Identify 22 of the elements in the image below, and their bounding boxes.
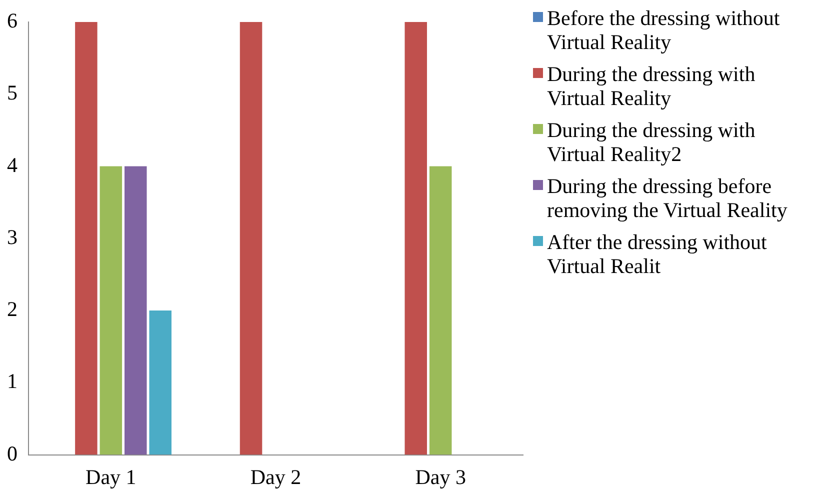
bar (100, 166, 122, 455)
legend-label: After the dressing without Virtual Realit (547, 230, 768, 278)
bar (124, 166, 147, 455)
bar (149, 310, 172, 455)
y-tick-label: 0 (7, 441, 18, 466)
legend-label: Before the dressing without Virtual Reality (547, 6, 781, 54)
legend-label: During the dressing with Virtual Reality2 (547, 118, 756, 166)
y-tick-label: 1 (7, 369, 18, 394)
bar (75, 22, 98, 455)
y-tick-label: 2 (7, 297, 18, 322)
x-tick-label: Day 2 (250, 464, 302, 489)
bar (404, 22, 427, 455)
y-tick-label: 4 (7, 152, 18, 177)
bar (429, 166, 452, 455)
x-tick-label: Day 1 (86, 464, 136, 489)
bar (240, 22, 262, 455)
y-tick-label: 3 (7, 224, 18, 249)
legend-label: During the dressing with Virtual Reality (547, 62, 756, 110)
y-tick-label: 6 (7, 8, 18, 33)
legend-label: During the dressing before removing the Virtual Reality (547, 174, 788, 222)
y-tick-label: 5 (7, 80, 18, 105)
x-tick-label: Day 3 (415, 464, 466, 489)
